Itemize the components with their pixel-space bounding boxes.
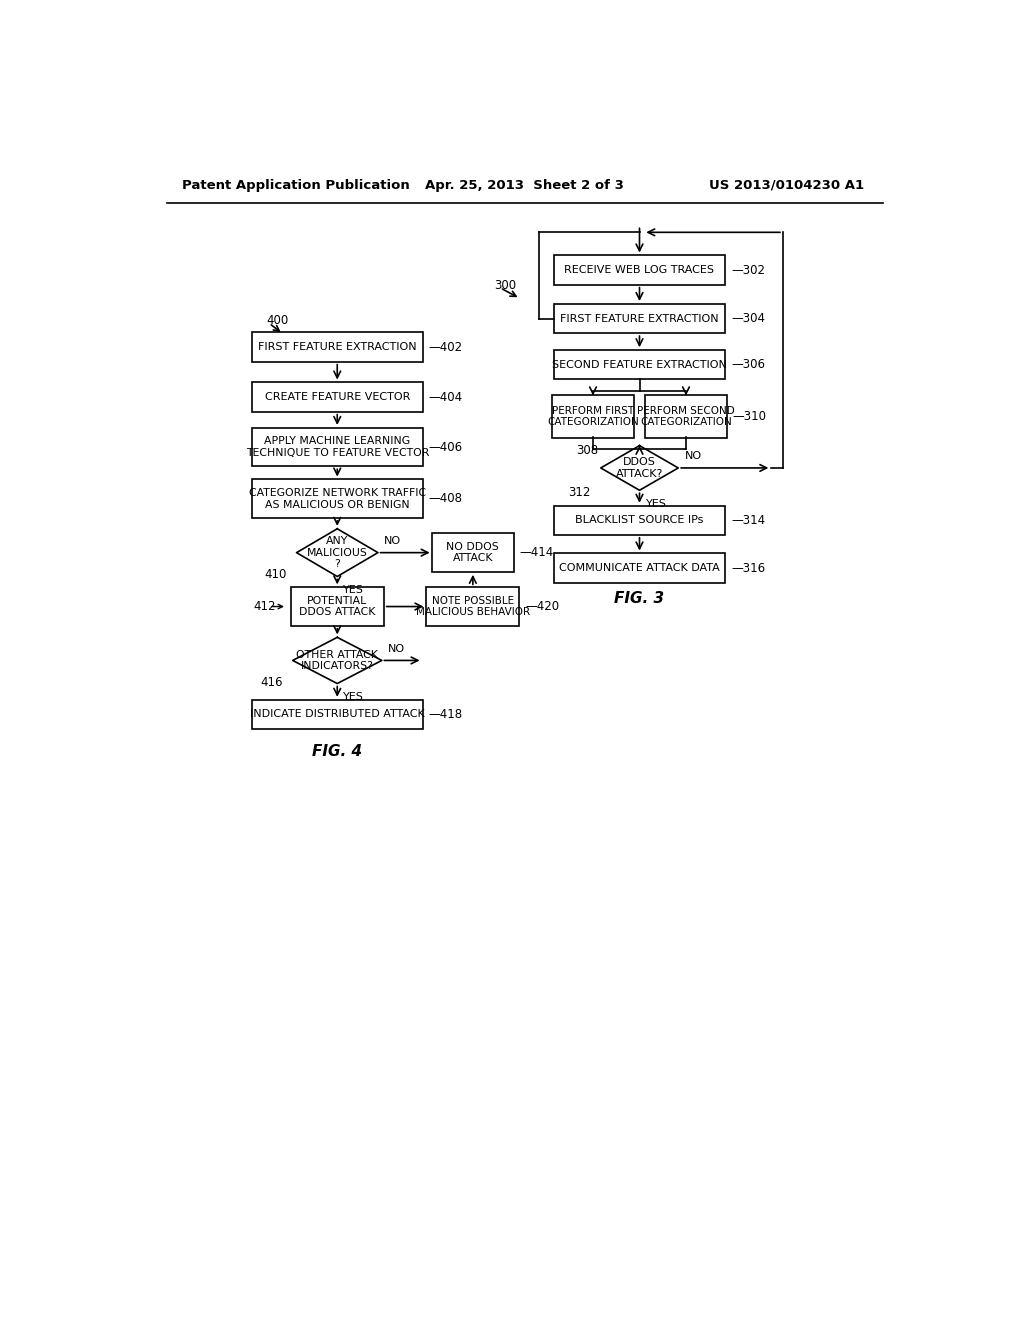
FancyBboxPatch shape xyxy=(252,479,423,517)
FancyBboxPatch shape xyxy=(252,428,423,466)
Text: 400: 400 xyxy=(266,314,288,326)
Text: Apr. 25, 2013  Sheet 2 of 3: Apr. 25, 2013 Sheet 2 of 3 xyxy=(425,178,625,191)
Text: —314: —314 xyxy=(731,513,765,527)
Text: —420: —420 xyxy=(525,601,560,612)
Text: SECOND FEATURE EXTRACTION: SECOND FEATURE EXTRACTION xyxy=(552,360,727,370)
Text: POTENTIAL
DDOS ATTACK: POTENTIAL DDOS ATTACK xyxy=(299,595,376,618)
Text: PERFORM SECOND
CATEGORIZATION: PERFORM SECOND CATEGORIZATION xyxy=(637,405,735,428)
Text: —414: —414 xyxy=(519,546,554,560)
Text: —406: —406 xyxy=(429,441,463,454)
Text: YES: YES xyxy=(646,499,667,510)
Text: YES: YES xyxy=(343,693,365,702)
Text: PERFORM FIRST
CATEGORIZATION: PERFORM FIRST CATEGORIZATION xyxy=(547,405,639,428)
Text: —302: —302 xyxy=(731,264,765,277)
Text: INDICATE DISTRIBUTED ATTACK: INDICATE DISTRIBUTED ATTACK xyxy=(250,709,425,719)
Text: FIG. 4: FIG. 4 xyxy=(312,743,362,759)
Text: NO DDOS
ATTACK: NO DDOS ATTACK xyxy=(446,541,500,564)
Text: Patent Application Publication: Patent Application Publication xyxy=(182,178,410,191)
Text: APPLY MACHINE LEARNING
TECHNIQUE TO FEATURE VECTOR: APPLY MACHINE LEARNING TECHNIQUE TO FEAT… xyxy=(246,437,429,458)
Text: RECEIVE WEB LOG TRACES: RECEIVE WEB LOG TRACES xyxy=(564,265,715,275)
Text: FIG. 3: FIG. 3 xyxy=(614,591,665,606)
Polygon shape xyxy=(601,446,678,490)
FancyBboxPatch shape xyxy=(252,333,423,362)
Polygon shape xyxy=(297,529,378,577)
Text: 308: 308 xyxy=(575,445,598,458)
Text: 416: 416 xyxy=(260,676,283,689)
Text: NO: NO xyxy=(684,451,701,462)
Text: CREATE FEATURE VECTOR: CREATE FEATURE VECTOR xyxy=(264,392,410,403)
Text: US 2013/0104230 A1: US 2013/0104230 A1 xyxy=(710,178,864,191)
FancyBboxPatch shape xyxy=(554,553,725,582)
Text: —402: —402 xyxy=(429,341,463,354)
Text: —306: —306 xyxy=(731,358,765,371)
Text: —310: —310 xyxy=(732,409,767,422)
FancyBboxPatch shape xyxy=(252,383,423,412)
Text: ANY
MALICIOUS
?: ANY MALICIOUS ? xyxy=(307,536,368,569)
FancyBboxPatch shape xyxy=(645,395,727,437)
Polygon shape xyxy=(293,638,382,684)
Text: —404: —404 xyxy=(429,391,463,404)
Text: OTHER ATTACK
INDICATORS?: OTHER ATTACK INDICATORS? xyxy=(296,649,378,672)
Text: NO: NO xyxy=(384,536,400,546)
FancyBboxPatch shape xyxy=(432,533,514,572)
FancyBboxPatch shape xyxy=(426,587,519,626)
FancyBboxPatch shape xyxy=(291,587,384,626)
Text: FIRST FEATURE EXTRACTION: FIRST FEATURE EXTRACTION xyxy=(560,314,719,323)
Text: NO: NO xyxy=(388,644,404,653)
Text: BLACKLIST SOURCE IPs: BLACKLIST SOURCE IPs xyxy=(575,515,703,525)
FancyBboxPatch shape xyxy=(554,350,725,379)
Text: —408: —408 xyxy=(429,492,463,506)
Text: 410: 410 xyxy=(264,568,287,581)
FancyBboxPatch shape xyxy=(554,304,725,333)
Text: —418: —418 xyxy=(429,708,463,721)
FancyBboxPatch shape xyxy=(552,395,634,437)
Text: FIRST FEATURE EXTRACTION: FIRST FEATURE EXTRACTION xyxy=(258,342,417,352)
Text: CATEGORIZE NETWORK TRAFFIC
AS MALICIOUS OR BENIGN: CATEGORIZE NETWORK TRAFFIC AS MALICIOUS … xyxy=(249,488,426,510)
FancyBboxPatch shape xyxy=(554,506,725,535)
Text: 412: 412 xyxy=(254,601,276,612)
Text: —304: —304 xyxy=(731,312,765,325)
Text: 312: 312 xyxy=(568,486,591,499)
Text: YES: YES xyxy=(343,585,365,595)
Text: 300: 300 xyxy=(494,279,516,292)
Text: DDOS
ATTACK?: DDOS ATTACK? xyxy=(615,457,664,479)
FancyBboxPatch shape xyxy=(554,256,725,285)
Text: NOTE POSSIBLE
MALICIOUS BEHAVIOR: NOTE POSSIBLE MALICIOUS BEHAVIOR xyxy=(416,595,530,618)
Text: —316: —316 xyxy=(731,561,765,574)
FancyBboxPatch shape xyxy=(252,700,423,729)
Text: COMMUNICATE ATTACK DATA: COMMUNICATE ATTACK DATA xyxy=(559,564,720,573)
